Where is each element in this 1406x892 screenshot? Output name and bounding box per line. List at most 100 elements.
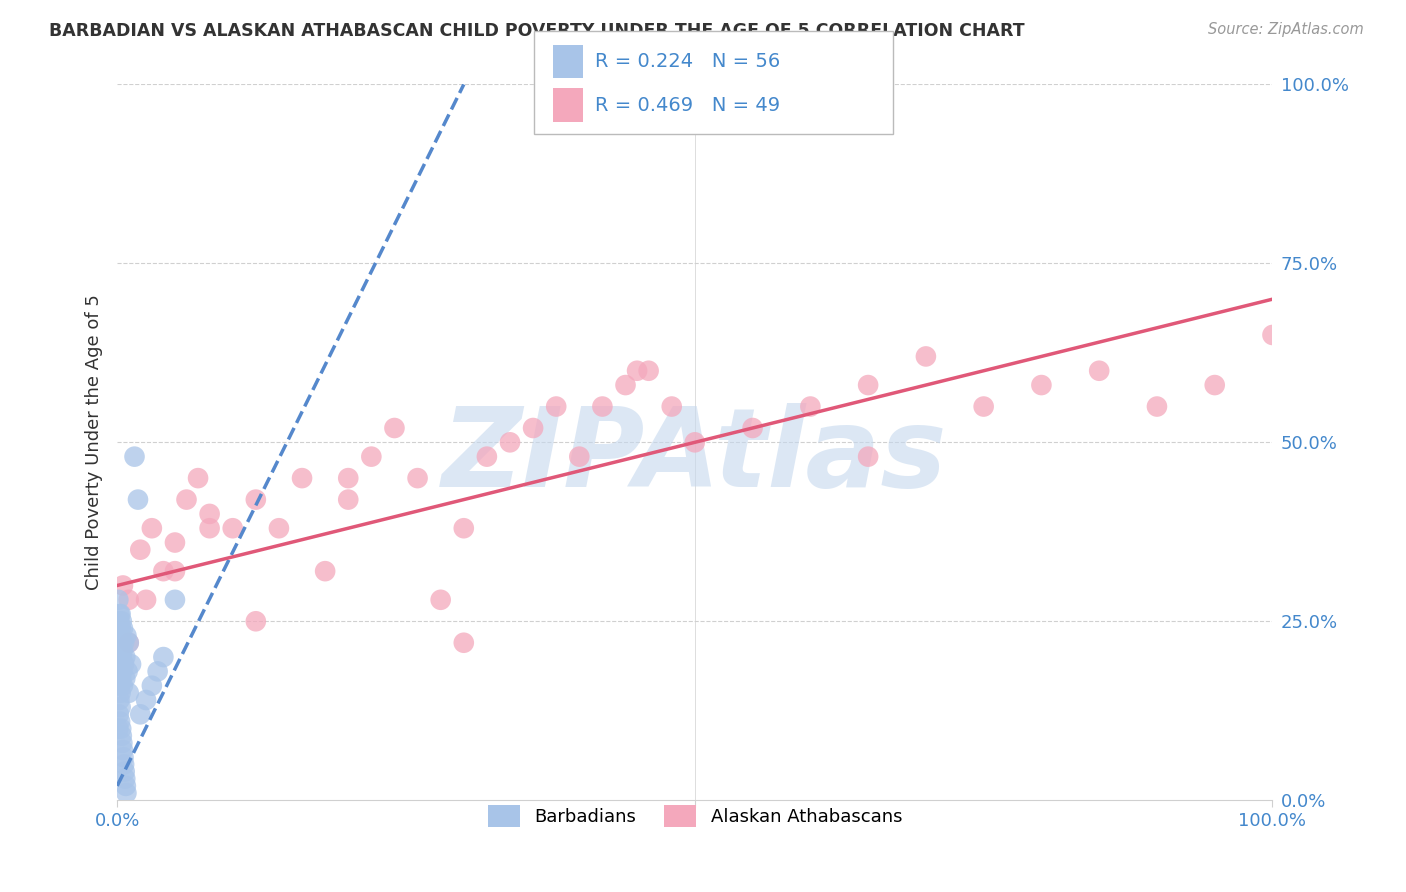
Point bbox=[163, 535, 186, 549]
Point bbox=[107, 592, 129, 607]
Point bbox=[522, 421, 544, 435]
Point bbox=[245, 614, 267, 628]
Point bbox=[112, 636, 135, 650]
Point bbox=[637, 364, 659, 378]
Point bbox=[114, 764, 136, 779]
Point bbox=[107, 672, 129, 686]
Point bbox=[118, 636, 141, 650]
Point bbox=[110, 672, 132, 686]
Point bbox=[1088, 364, 1111, 378]
Point bbox=[1204, 378, 1226, 392]
Point bbox=[546, 400, 568, 414]
Point bbox=[314, 564, 336, 578]
Text: R = 0.469   N = 49: R = 0.469 N = 49 bbox=[595, 95, 780, 115]
Point bbox=[245, 492, 267, 507]
Point bbox=[115, 629, 138, 643]
Point bbox=[120, 657, 142, 672]
Text: ZIPAtlas: ZIPAtlas bbox=[441, 403, 948, 510]
Point bbox=[108, 607, 131, 621]
Point bbox=[111, 636, 134, 650]
Point bbox=[108, 614, 131, 628]
Point bbox=[111, 578, 134, 592]
Point bbox=[384, 421, 406, 435]
Text: Source: ZipAtlas.com: Source: ZipAtlas.com bbox=[1208, 22, 1364, 37]
Point bbox=[111, 622, 134, 636]
Point bbox=[114, 650, 136, 665]
Point bbox=[127, 492, 149, 507]
Point bbox=[118, 636, 141, 650]
Point bbox=[111, 743, 134, 757]
Point bbox=[222, 521, 245, 535]
Y-axis label: Child Poverty Under the Age of 5: Child Poverty Under the Age of 5 bbox=[86, 294, 103, 591]
Point bbox=[115, 786, 138, 800]
Point bbox=[568, 450, 591, 464]
Point bbox=[453, 636, 475, 650]
Point bbox=[108, 622, 131, 636]
Point bbox=[499, 435, 522, 450]
Point bbox=[111, 736, 134, 750]
Point bbox=[111, 643, 134, 657]
Point bbox=[360, 450, 382, 464]
Point bbox=[117, 665, 139, 679]
Point bbox=[614, 378, 637, 392]
Point bbox=[176, 492, 198, 507]
Point bbox=[111, 665, 134, 679]
Text: BARBADIAN VS ALASKAN ATHABASCAN CHILD POVERTY UNDER THE AGE OF 5 CORRELATION CHA: BARBADIAN VS ALASKAN ATHABASCAN CHILD PO… bbox=[49, 22, 1025, 40]
Point bbox=[856, 450, 879, 464]
Point bbox=[1146, 400, 1168, 414]
Point bbox=[683, 435, 706, 450]
Point bbox=[110, 700, 132, 714]
Point bbox=[1261, 328, 1284, 343]
Point bbox=[135, 592, 157, 607]
Point bbox=[406, 471, 429, 485]
Point bbox=[118, 686, 141, 700]
Point bbox=[135, 693, 157, 707]
Point bbox=[267, 521, 290, 535]
Point bbox=[107, 722, 129, 736]
Point bbox=[107, 650, 129, 665]
Point bbox=[163, 592, 186, 607]
Point bbox=[591, 400, 613, 414]
Point bbox=[152, 650, 174, 665]
Point bbox=[115, 779, 138, 793]
Point bbox=[110, 622, 132, 636]
Point bbox=[110, 722, 132, 736]
Point bbox=[453, 521, 475, 535]
Point bbox=[973, 400, 995, 414]
Point bbox=[118, 592, 141, 607]
Point bbox=[111, 614, 134, 628]
Point bbox=[799, 400, 821, 414]
Point bbox=[110, 686, 132, 700]
Point bbox=[108, 714, 131, 729]
Point bbox=[111, 650, 134, 665]
Point bbox=[108, 707, 131, 722]
Point bbox=[152, 564, 174, 578]
Point bbox=[111, 729, 134, 743]
Point bbox=[108, 657, 131, 672]
Point bbox=[110, 636, 132, 650]
Point bbox=[915, 350, 938, 364]
Point bbox=[141, 679, 163, 693]
Point bbox=[741, 421, 763, 435]
Point bbox=[1031, 378, 1053, 392]
Point bbox=[108, 679, 131, 693]
Point bbox=[429, 592, 451, 607]
Point bbox=[108, 629, 131, 643]
Point bbox=[129, 707, 152, 722]
Point bbox=[108, 665, 131, 679]
Point bbox=[146, 665, 169, 679]
Point bbox=[124, 450, 146, 464]
Point bbox=[198, 507, 221, 521]
Point bbox=[112, 750, 135, 764]
Point bbox=[112, 757, 135, 772]
Point bbox=[337, 492, 360, 507]
Point bbox=[110, 607, 132, 621]
Point bbox=[291, 471, 314, 485]
Point bbox=[141, 521, 163, 535]
Text: R = 0.224   N = 56: R = 0.224 N = 56 bbox=[595, 52, 780, 71]
Point bbox=[475, 450, 498, 464]
Point bbox=[129, 542, 152, 557]
Point bbox=[108, 643, 131, 657]
Point bbox=[856, 378, 879, 392]
Point bbox=[107, 636, 129, 650]
